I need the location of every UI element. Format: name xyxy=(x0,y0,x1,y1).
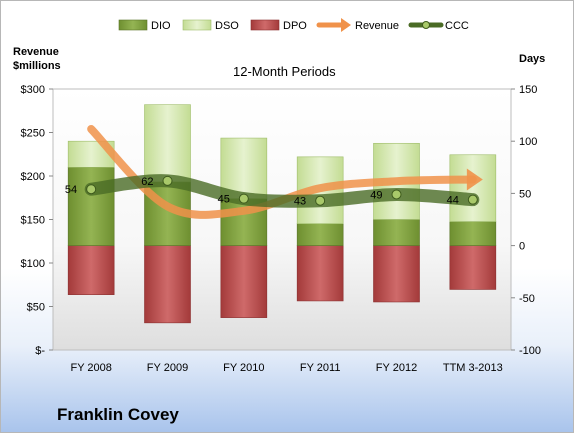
x-axis-tick-label: FY 2009 xyxy=(147,362,188,374)
x-axis-tick-label: FY 2010 xyxy=(223,362,264,374)
left-axis-tick-label: $150 xyxy=(21,215,45,227)
ccc-point xyxy=(162,175,173,186)
x-axis-tick-label: TTM 3-2013 xyxy=(443,362,503,374)
legend-swatch-dpo xyxy=(250,19,280,31)
bar-dpo xyxy=(220,245,268,318)
right-axis-tick-label: 100 xyxy=(519,136,537,148)
legend-label-dso: DSO xyxy=(215,20,239,32)
x-axis-tick-label: FY 2012 xyxy=(376,362,417,374)
ccc-point xyxy=(238,193,249,204)
left-axis-label-line1: Revenue xyxy=(13,46,59,58)
plot-area xyxy=(52,88,512,351)
legend-label-dpo: DPO xyxy=(283,20,307,32)
bar-dio xyxy=(373,219,420,246)
legend-label-dio: DIO xyxy=(151,20,171,32)
bar-dio xyxy=(67,167,115,246)
ccc-point xyxy=(467,194,478,205)
bar-dso xyxy=(144,104,191,183)
bar-dpo xyxy=(144,245,191,324)
left-axis-label-line2: $millions xyxy=(13,60,61,72)
left-axis-tick-label: $250 xyxy=(21,128,45,140)
ccc-data-label: 45 xyxy=(218,194,230,206)
bar-dso xyxy=(449,154,497,222)
right-axis-tick-label: 150 xyxy=(519,84,537,96)
legend-label-revenue: Revenue xyxy=(355,20,399,32)
bar-dio xyxy=(449,221,497,246)
ccc-data-label: 44 xyxy=(447,195,459,207)
right-axis-tick-label: -50 xyxy=(519,293,535,305)
bar-dso xyxy=(220,137,268,199)
bar-dio xyxy=(296,223,344,246)
ccc-data-label: 43 xyxy=(294,196,306,208)
right-axis-label: Days xyxy=(519,53,546,65)
x-axis-tick-label: FY 2008 xyxy=(70,362,111,374)
legend-swatch-dio xyxy=(118,19,148,31)
bar-dpo xyxy=(296,245,344,302)
left-axis-tick-label: $- xyxy=(35,345,45,357)
left-axis-tick-label: $50 xyxy=(27,302,45,314)
bar-dpo xyxy=(373,245,420,303)
legend-swatch-ccc-point xyxy=(422,21,430,29)
ccc-point xyxy=(315,195,326,206)
revenue-arrowhead xyxy=(466,168,483,191)
left-axis-tick-label: $100 xyxy=(21,258,45,270)
legend-swatch-revenue-arrow xyxy=(341,18,351,32)
x-axis-tick-label: FY 2011 xyxy=(300,362,341,374)
ccc-point xyxy=(391,189,402,200)
bar-dpo xyxy=(67,245,115,295)
right-axis-tick-label: 0 xyxy=(519,241,525,253)
right-axis-tick-label: -100 xyxy=(519,345,541,357)
chart-title: 12-Month Periods xyxy=(233,64,336,79)
ccc-line xyxy=(84,174,480,208)
right-axis-tick-label: 50 xyxy=(519,188,531,200)
left-axis-tick-label: $200 xyxy=(21,171,45,183)
legend-label-ccc: CCC xyxy=(445,20,469,32)
bar-dpo xyxy=(449,245,497,290)
legend-swatch-dso xyxy=(182,19,212,31)
ccc-data-label: 49 xyxy=(370,189,382,201)
company-name: Franklin Covey xyxy=(57,405,179,424)
ccc-data-label: 54 xyxy=(65,184,77,196)
left-axis-tick-label: $300 xyxy=(21,84,45,96)
ccc-point xyxy=(86,184,97,195)
ccc-data-label: 62 xyxy=(141,176,153,188)
